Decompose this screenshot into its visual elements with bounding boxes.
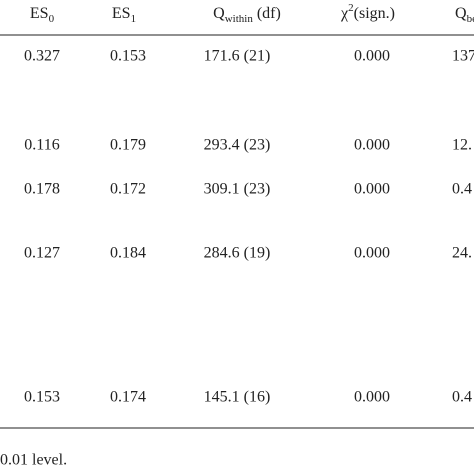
cell: 0.000 xyxy=(354,389,390,406)
header-sup: 2 xyxy=(348,2,354,14)
header-text: Q xyxy=(455,5,467,22)
header-text: Q xyxy=(213,5,225,22)
header-cell: ES0 xyxy=(30,5,55,25)
header-sub: 0 xyxy=(49,13,55,25)
header-cell: Qwithin (df) xyxy=(213,5,281,25)
header-text: χ xyxy=(340,5,349,22)
header-sub: betw xyxy=(467,13,474,25)
cell: 0.179 xyxy=(110,137,146,154)
cell: 0.178 xyxy=(24,181,60,198)
cell: 0.327 xyxy=(24,48,60,65)
cell: 12. xyxy=(452,137,472,154)
header-sub: 1 xyxy=(131,13,137,25)
cell: 24. xyxy=(452,245,472,262)
cell: 0.000 xyxy=(354,181,390,198)
header-text: ES xyxy=(112,5,131,22)
header-after: (df) xyxy=(253,5,281,22)
cell: 0.153 xyxy=(110,48,146,65)
cell: 0.4 xyxy=(452,181,472,198)
footnote: 0.01 level. xyxy=(0,452,67,469)
header-sub: within xyxy=(225,13,254,25)
cell: 0.000 xyxy=(354,137,390,154)
cell: 145.1 (16) xyxy=(204,389,271,406)
cell: 293.4 (23) xyxy=(204,137,271,154)
header-after: (sign.) xyxy=(354,5,395,22)
table-body: 0.327 0.153 171.6 (21) 0.000 137 0.116 0.179 29… xyxy=(24,48,474,406)
cell: 137 xyxy=(452,48,474,65)
cell: 0.184 xyxy=(110,245,146,262)
cell: 0.172 xyxy=(110,181,146,198)
cell: 0.000 xyxy=(354,245,390,262)
cell: 0.174 xyxy=(110,389,146,406)
cell: 171.6 (21) xyxy=(204,48,271,65)
cell: 0.153 xyxy=(24,389,60,406)
cell: 309.1 (23) xyxy=(204,181,271,198)
header-cell: ES1 xyxy=(112,5,136,25)
header-row: ES0 ES1 Qwithin (df) χ2(sign.) Qbetw xyxy=(30,2,474,25)
cell: 0.116 xyxy=(24,137,59,154)
cell: 284.6 (19) xyxy=(204,245,271,262)
cell: 0.127 xyxy=(24,245,60,262)
cell: 0.000 xyxy=(354,48,390,65)
header-cell: Qbetw xyxy=(455,5,474,25)
header-cell: χ2(sign.) xyxy=(340,2,395,22)
cell: 0.4 xyxy=(452,389,472,406)
header-text: ES xyxy=(30,5,49,22)
